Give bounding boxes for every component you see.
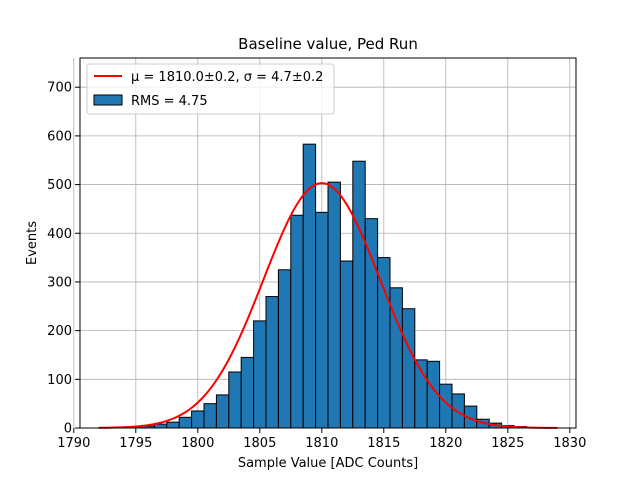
legend-hist-label: RMS = 4.75 <box>131 94 208 109</box>
y-tick-label-4: 400 <box>47 227 72 242</box>
chart-title: Baseline value, Ped Run <box>238 35 418 53</box>
histogram-bar-1802 <box>215 394 230 429</box>
y-tick-label-6: 600 <box>47 129 72 144</box>
histogram-bar-1798 <box>166 421 180 429</box>
x-tick-label-6: 1820 <box>429 436 462 451</box>
y-tick-label-0: 0 <box>64 422 72 437</box>
y-axis-ticks: 0 100 200 300 400 500 600 700 <box>47 81 80 437</box>
histogram-bar-1810 <box>315 211 329 429</box>
legend-box <box>86 63 335 115</box>
x-tick-label-0: 1790 <box>57 436 90 451</box>
histogram-bar-1807 <box>277 269 292 429</box>
x-tick-label-8: 1830 <box>553 436 586 451</box>
histogram-bar-1808 <box>290 214 304 429</box>
y-tick-label-1: 100 <box>47 373 72 388</box>
gaussian-fit-curve <box>98 182 558 429</box>
histogram-bar-1813 <box>352 160 366 429</box>
y-tick-label-2: 200 <box>47 324 72 339</box>
x-tick-label-4: 1810 <box>305 436 338 451</box>
histogram-bar-1821 <box>451 393 465 429</box>
x-axis-label: Sample Value [ADC Counts] <box>238 456 418 471</box>
histogram-bar-1797 <box>153 423 168 429</box>
legend-fit-label: μ = 1810.0±0.2, σ = 4.7±0.2 <box>131 70 323 85</box>
histogram-bar-1806 <box>265 296 279 429</box>
histogram-bar-1800 <box>191 410 205 429</box>
histogram-bar-1803 <box>228 371 242 429</box>
histogram-bar-1811 <box>327 181 341 429</box>
histogram-bar-1805 <box>253 320 267 429</box>
x-tick-label-2: 1800 <box>181 436 214 451</box>
x-tick-label-7: 1825 <box>491 436 524 451</box>
x-tick-label-5: 1815 <box>367 436 400 451</box>
histogram-bar-1804 <box>240 356 255 429</box>
plot-frame <box>79 57 577 429</box>
histogram-bar-1801 <box>203 403 217 429</box>
histogram-bar-1799 <box>178 416 193 429</box>
legend-hist-swatch <box>93 94 123 106</box>
legend: μ = 1810.0±0.2, σ = 4.7±0.2 RMS = 4.75 <box>86 63 335 115</box>
x-tick-label-3: 1805 <box>243 436 276 451</box>
histogram-bars <box>116 143 527 429</box>
y-axis-label: Events <box>25 221 40 265</box>
histogram-bar-1809 <box>302 143 317 429</box>
y-tick-label-3: 300 <box>47 275 72 290</box>
histogram-bar-1812 <box>339 260 354 429</box>
y-tick-label-5: 500 <box>47 178 72 193</box>
y-tick-label-7: 700 <box>47 81 72 96</box>
x-axis-ticks: 1790 1795 1800 1805 1810 1815 1820 1825 1830 <box>57 428 586 451</box>
histogram-bar-1814 <box>364 218 379 429</box>
histogram-bar-1817 <box>401 308 416 429</box>
histogram-bar-1815 <box>377 257 391 429</box>
x-tick-label-1: 1795 <box>119 436 152 451</box>
